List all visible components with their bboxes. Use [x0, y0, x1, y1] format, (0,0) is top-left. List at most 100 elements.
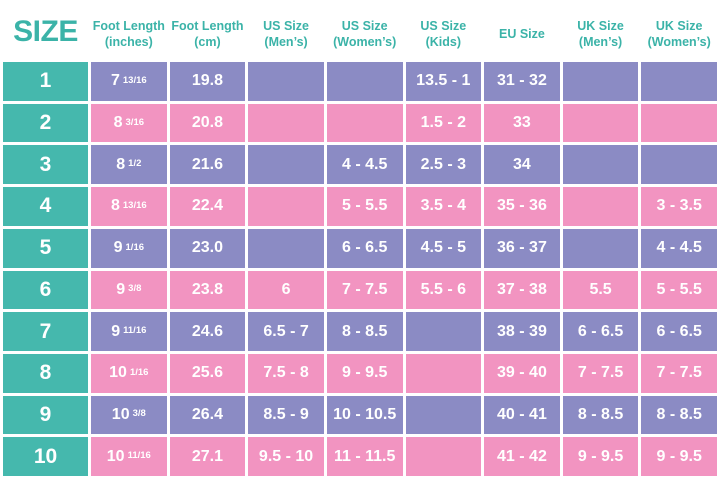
- inches-whole: 10: [106, 447, 125, 465]
- cell-uk-womens: [641, 62, 717, 101]
- cell-us-mens: [248, 187, 324, 226]
- cell-foot-inches: 10 1/16: [91, 353, 167, 393]
- cell-foot-cm: 20.8: [169, 103, 246, 143]
- cell-eu: 38 - 39: [484, 312, 560, 351]
- cell-us-kids: [405, 353, 482, 393]
- row-size-label: 2: [3, 103, 88, 143]
- cell-us-kids: [405, 395, 482, 435]
- cell-eu: 40 - 41: [484, 395, 560, 435]
- column-header-line1: UK Size: [655, 19, 703, 34]
- column-header-line1: EU Size: [499, 27, 545, 42]
- cell-us-womens: 5 - 5.5: [326, 187, 403, 226]
- row-size-label: 1: [3, 62, 88, 101]
- cell-us-womens: 4 - 4.5: [326, 145, 403, 185]
- inches-whole: 7: [110, 72, 120, 90]
- table-body: 1 7 13/16 19.8 13.5 - 1 31 - 32 2 8 3/16 20.8 1.5 …: [0, 62, 720, 479]
- inches-fraction: 11/16: [123, 325, 147, 337]
- cell-us-mens: 6.5 - 7: [248, 312, 324, 351]
- row-size-label: 9: [3, 395, 88, 435]
- cell-foot-cm: 22.4: [169, 187, 246, 226]
- cell-uk-womens: 8 - 8.5: [641, 395, 717, 435]
- cell-us-kids: [405, 312, 482, 351]
- cell-foot-cm: 23.0: [169, 228, 246, 268]
- inches-fraction: 3/8: [128, 283, 142, 295]
- column-header: Foot Length (cm): [170, 0, 246, 62]
- column-header-line2: (Women’s): [333, 35, 397, 49]
- column-header: US Size (Men’s): [248, 0, 324, 62]
- cell-us-mens: 8.5 - 9: [248, 395, 324, 435]
- table-header-row: SIZE Foot Length (inches) Foot Length (cm) US…: [0, 0, 720, 62]
- cell-us-womens: [326, 62, 403, 101]
- cell-uk-mens: 9 - 9.5: [562, 437, 639, 476]
- cell-eu: 37 - 38: [484, 270, 560, 310]
- cell-eu: 34: [484, 145, 560, 185]
- cell-foot-inches: 7 13/16: [91, 62, 167, 101]
- cell-foot-inches: 10 3/8: [91, 395, 167, 435]
- column-header-line2: (inches): [104, 35, 153, 49]
- inches-whole: 10: [109, 364, 127, 382]
- cell-us-mens: [248, 62, 324, 101]
- cell-foot-inches: 9 11/16: [91, 312, 167, 351]
- cell-us-womens: 6 - 6.5: [326, 228, 403, 268]
- inches-fraction: 1/16: [125, 241, 145, 253]
- cell-uk-mens: [562, 228, 639, 268]
- inches-whole: 9: [113, 239, 123, 257]
- inches-whole: 8: [110, 197, 120, 215]
- cell-eu: 39 - 40: [484, 353, 560, 393]
- cell-us-womens: [326, 103, 403, 143]
- column-header-line1: Foot Length: [92, 19, 165, 34]
- column-header-line1: Foot Length: [171, 19, 244, 34]
- cell-uk-mens: [562, 103, 639, 143]
- cell-uk-womens: 3 - 3.5: [641, 187, 717, 226]
- cell-foot-inches: 10 11/16: [91, 437, 167, 476]
- column-header-line2: (Kids): [425, 35, 462, 49]
- cell-uk-womens: 5 - 5.5: [641, 270, 717, 310]
- inches-fraction: 11/16: [127, 450, 151, 462]
- cell-foot-cm: 25.6: [169, 353, 246, 393]
- inches-whole: 8: [116, 155, 126, 173]
- row-size-label: 6: [3, 270, 88, 310]
- cell-us-mens: [248, 145, 324, 185]
- cell-foot-inches: 8 13/16: [91, 187, 167, 226]
- size-column-header: SIZE: [13, 15, 78, 49]
- cell-us-womens: 9 - 9.5: [326, 353, 403, 393]
- column-header-line2: (Women’s): [647, 35, 711, 49]
- cell-uk-mens: 8 - 8.5: [562, 395, 639, 435]
- cell-foot-inches: 9 3/8: [91, 270, 167, 310]
- cell-us-mens: 9.5 - 10: [248, 437, 324, 476]
- cell-eu: 33: [484, 103, 560, 143]
- column-header-line1: US Size: [420, 19, 467, 34]
- cell-foot-inches: 9 1/16: [91, 228, 167, 268]
- column-header: US Size (Kids): [406, 0, 482, 62]
- cell-uk-mens: 6 - 6.5: [562, 312, 639, 351]
- cell-eu: 31 - 32: [484, 62, 560, 101]
- cell-uk-womens: 9 - 9.5: [641, 437, 717, 476]
- row-size-label: 5: [3, 228, 88, 268]
- inches-fraction: 1/2: [128, 158, 142, 170]
- column-header-line2: (cm): [194, 35, 221, 49]
- cell-uk-womens: [641, 103, 717, 143]
- inches-whole: 8: [113, 114, 123, 132]
- cell-foot-cm: 24.6: [169, 312, 246, 351]
- column-header: EU Size: [484, 0, 560, 62]
- row-size-label: 10: [3, 437, 88, 476]
- cell-us-kids: [405, 437, 482, 476]
- cell-uk-womens: 4 - 4.5: [641, 228, 717, 268]
- cell-us-womens: 8 - 8.5: [326, 312, 403, 351]
- inches-whole: 9: [111, 322, 121, 340]
- cell-us-womens: 7 - 7.5: [326, 270, 403, 310]
- column-header-line2: (Men’s): [264, 35, 308, 49]
- cell-uk-mens: [562, 62, 639, 101]
- column-header: US Size (Women’s): [327, 0, 403, 62]
- inches-fraction: 3/8: [132, 408, 146, 420]
- cell-uk-mens: 7 - 7.5: [562, 353, 639, 393]
- cell-us-kids: 4.5 - 5: [405, 228, 482, 268]
- cell-us-kids: 1.5 - 2: [405, 103, 482, 143]
- cell-uk-mens: [562, 145, 639, 185]
- column-header: Foot Length (inches): [91, 0, 167, 62]
- column-header-line2: (Men’s): [578, 35, 623, 49]
- inches-fraction: 13/16: [122, 199, 147, 211]
- inches-fraction: 1/16: [129, 366, 149, 378]
- inches-whole: 10: [111, 405, 130, 423]
